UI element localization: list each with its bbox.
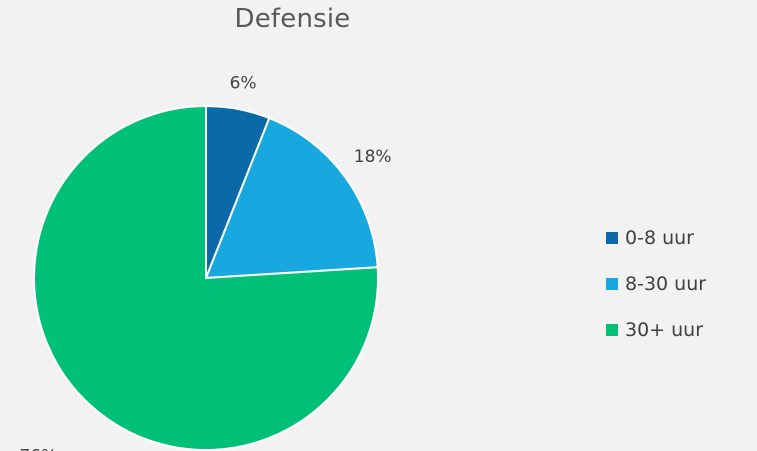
pie-slice-30-plus-uur	[33, 104, 379, 451]
legend-label-30-plus-uur: 30+ uur	[625, 319, 704, 341]
pie-slice-8-30-uur	[204, 116, 379, 280]
legend-item-30-plus-uur: 30+ uur	[606, 307, 706, 353]
legend-item-0-8-uur: 0-8 uur	[606, 215, 706, 261]
data-label-8-30-uur: 18%	[354, 147, 392, 167]
legend-swatch-30-plus-uur	[606, 324, 618, 336]
data-label-0-8-uur: 6%	[230, 74, 257, 94]
legend-swatch-0-8-uur	[606, 232, 618, 244]
data-label-30-plus-uur: 76%	[19, 447, 57, 451]
chart-title: Defensie	[234, 4, 351, 34]
legend: 0-8 uur 8-30 uur 30+ uur	[606, 215, 706, 353]
legend-swatch-8-30-uur	[606, 278, 618, 290]
legend-label-0-8-uur: 0-8 uur	[625, 227, 694, 249]
legend-item-8-30-uur: 8-30 uur	[606, 261, 706, 307]
legend-label-8-30-uur: 8-30 uur	[625, 273, 707, 295]
